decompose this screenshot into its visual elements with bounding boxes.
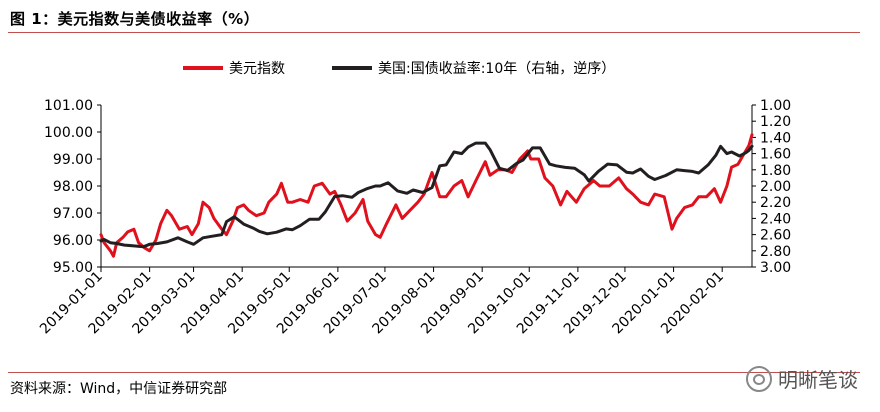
source-divider: [8, 372, 860, 373]
left-tick-label: 100.00: [44, 125, 93, 141]
series-line-usd-index: [99, 133, 754, 258]
series-line-us10y-yield: [99, 141, 754, 249]
right-tick-label: 3.00: [760, 260, 791, 276]
left-tick-label: 95.00: [53, 260, 93, 276]
left-tick-label: 101.00: [44, 98, 93, 114]
right-tick-label: 1.80: [760, 163, 791, 179]
chart-series: [99, 133, 754, 258]
left-tick-label: 98.00: [53, 179, 93, 195]
title-divider: [8, 32, 860, 33]
chart-canvas: 美元指数 美国:国债收益率:10年（右轴，逆序） 95.00 96.00 97.00 9…: [37, 60, 791, 337]
right-tick-label: 2.20: [760, 195, 791, 211]
right-tick-label: 1.40: [760, 130, 791, 146]
chart-title: 图 1：美元指数与美债收益率（%）: [10, 10, 260, 28]
left-tick-label: 97.00: [53, 206, 93, 222]
right-tick-label: 1.60: [760, 147, 791, 163]
right-tick-label: 1.00: [760, 98, 791, 114]
left-tick-label: 99.00: [53, 152, 93, 168]
right-tick-label: 2.40: [760, 211, 791, 227]
left-tick-label: 96.00: [53, 233, 93, 249]
chart-legend: 美元指数 美国:国债收益率:10年（右轴，逆序）: [183, 60, 615, 77]
wechat-icon: [746, 365, 772, 392]
right-tick-label: 1.20: [760, 114, 791, 130]
watermark-text: 明晰笔谈: [778, 368, 858, 392]
source-note: 资料来源：Wind，中信证券研究部: [10, 381, 228, 397]
right-tick-label: 2.60: [760, 228, 791, 244]
right-tick-label: 2.00: [760, 179, 791, 195]
legend-label: 美元指数: [229, 61, 285, 77]
legend-label: 美国:国债收益率:10年（右轴，逆序）: [378, 60, 615, 77]
right-tick-label: 2.80: [760, 244, 791, 260]
watermark: 明晰笔谈: [746, 364, 858, 393]
